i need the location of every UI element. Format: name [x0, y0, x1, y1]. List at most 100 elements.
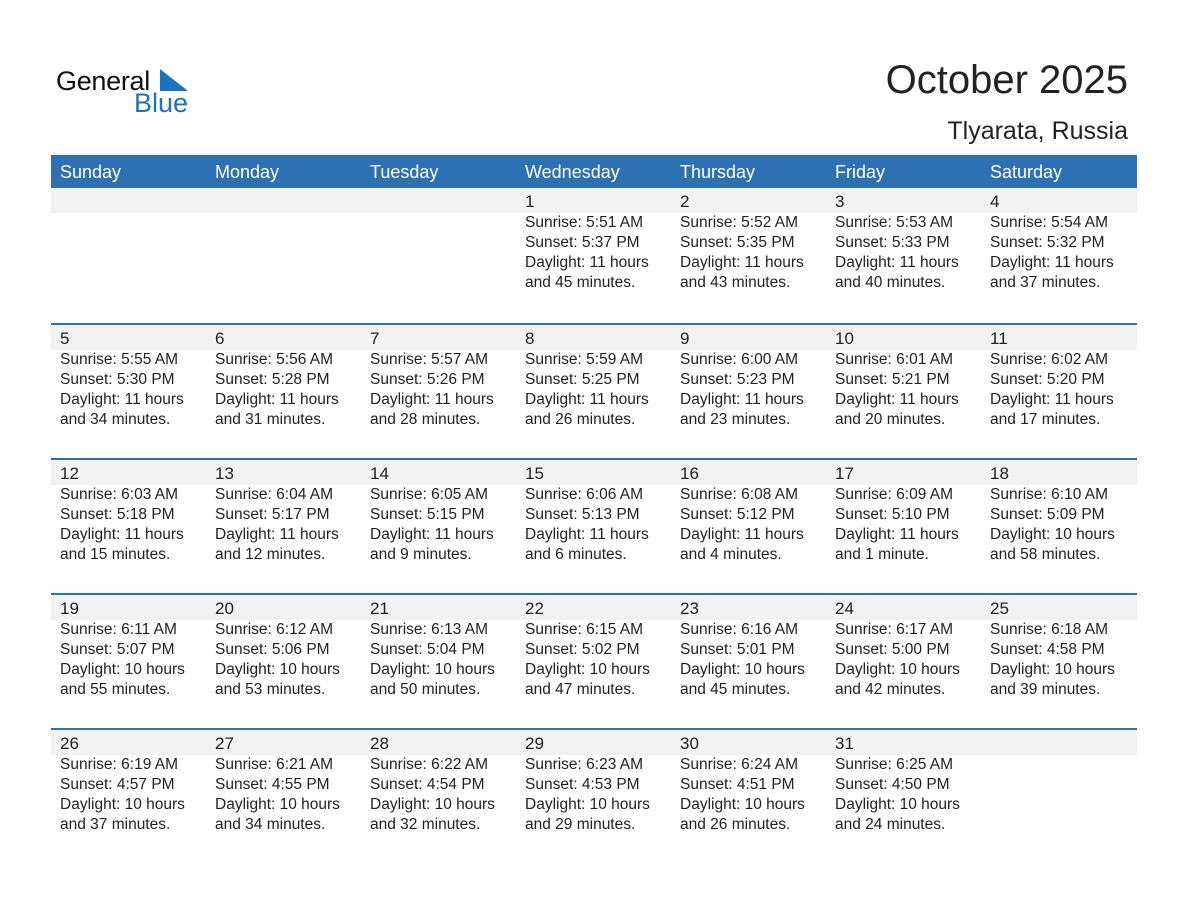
weekday-saturday: Saturday	[990, 162, 1063, 182]
day-cell: 21 Sunrise: 6:13 AM Sunset: 5:04 PM Dayligh…	[361, 595, 516, 728]
daylight-minutes-text: and 55 minutes.	[60, 681, 171, 698]
daylight-minutes-text: and 34 minutes.	[215, 816, 326, 833]
day-cell: 27 Sunrise: 6:21 AM Sunset: 4:55 PM Dayligh…	[206, 730, 361, 863]
daylight-minutes-text: and 9 minutes.	[370, 546, 472, 563]
day-cell: 18 Sunrise: 6:10 AM Sunset: 5:09 PM Dayligh…	[981, 460, 1136, 593]
daylight-text: Daylight: 10 hours	[835, 796, 960, 813]
daylight-text: Daylight: 11 hours	[835, 254, 959, 271]
day-number: 19	[60, 599, 79, 618]
day-cell: 11 Sunrise: 6:02 AM Sunset: 5:20 PM Dayligh…	[981, 325, 1136, 458]
daylight-text: Daylight: 10 hours	[990, 526, 1115, 543]
sunrise-text: Sunrise: 6:11 AM	[60, 621, 177, 638]
sunset-text: Sunset: 5:17 PM	[215, 506, 330, 523]
sunrise-text: Sunrise: 6:12 AM	[215, 621, 334, 638]
sunrise-text: Sunrise: 6:22 AM	[370, 756, 489, 773]
sunset-text: Sunset: 5:09 PM	[990, 506, 1105, 523]
sunrise-text: Sunrise: 5:51 AM	[525, 214, 644, 231]
daylight-minutes-text: and 32 minutes.	[370, 816, 481, 833]
sunset-text: Sunset: 5:01 PM	[680, 641, 795, 658]
daylight-minutes-text: and 26 minutes.	[525, 411, 636, 428]
daylight-text: Daylight: 11 hours	[835, 391, 959, 408]
week-row: 19 Sunrise: 6:11 AM Sunset: 5:07 PM Dayligh…	[51, 593, 1137, 728]
day-cell: 16 Sunrise: 6:08 AM Sunset: 5:12 PM Dayligh…	[671, 460, 826, 593]
day-cell: 1 Sunrise: 5:51 AM Sunset: 5:37 PM Daylight…	[516, 188, 671, 323]
day-number: 13	[215, 464, 234, 483]
day-number: 20	[215, 599, 234, 618]
day-cell: 13 Sunrise: 6:04 AM Sunset: 5:17 PM Dayligh…	[206, 460, 361, 593]
daylight-minutes-text: and 39 minutes.	[990, 681, 1101, 698]
day-number: 5	[60, 329, 70, 348]
daylight-minutes-text: and 23 minutes.	[680, 411, 791, 428]
daylight-text: Daylight: 10 hours	[215, 796, 340, 813]
sunrise-text: Sunrise: 6:23 AM	[525, 756, 644, 773]
daylight-text: Daylight: 11 hours	[990, 391, 1114, 408]
sunrise-text: Sunrise: 5:54 AM	[990, 214, 1109, 231]
day-cell: 14 Sunrise: 6:05 AM Sunset: 5:15 PM Dayligh…	[361, 460, 516, 593]
sunset-text: Sunset: 5:30 PM	[60, 371, 175, 388]
sunset-text: Sunset: 4:51 PM	[680, 776, 795, 793]
daylight-text: Daylight: 11 hours	[680, 526, 804, 543]
daylight-text: Daylight: 11 hours	[835, 526, 959, 543]
sunrise-text: Sunrise: 6:21 AM	[215, 756, 334, 773]
daylight-text: Daylight: 11 hours	[680, 391, 804, 408]
day-cell: 12 Sunrise: 6:03 AM Sunset: 5:18 PM Dayligh…	[51, 460, 206, 593]
daylight-text: Daylight: 10 hours	[525, 796, 650, 813]
sunset-text: Sunset: 4:50 PM	[835, 776, 950, 793]
sunset-text: Sunset: 5:35 PM	[680, 234, 795, 251]
week-row: 12 Sunrise: 6:03 AM Sunset: 5:18 PM Dayligh…	[51, 458, 1137, 593]
sunrise-text: Sunrise: 6:24 AM	[680, 756, 799, 773]
day-number: 16	[680, 464, 699, 483]
logo-text-general: General	[56, 66, 150, 96]
page-title: October 2025	[885, 58, 1128, 102]
daylight-minutes-text: and 40 minutes.	[835, 274, 946, 291]
sunrise-text: Sunrise: 6:09 AM	[835, 486, 954, 503]
daylight-text: Daylight: 11 hours	[370, 526, 494, 543]
daylight-minutes-text: and 6 minutes.	[525, 546, 627, 563]
weekday-thursday: Thursday	[680, 162, 756, 182]
daylight-minutes-text: and 20 minutes.	[835, 411, 946, 428]
empty-cell	[206, 188, 361, 323]
day-number: 21	[370, 599, 389, 618]
day-number: 30	[680, 734, 699, 753]
weekday-friday: Friday	[835, 162, 886, 182]
daylight-text: Daylight: 11 hours	[60, 526, 184, 543]
sunset-text: Sunset: 5:12 PM	[680, 506, 795, 523]
day-number: 3	[835, 192, 845, 211]
day-cell: 3 Sunrise: 5:53 AM Sunset: 5:33 PM Daylight…	[826, 188, 981, 323]
sunrise-text: Sunrise: 6:19 AM	[60, 756, 179, 773]
day-cell: 19 Sunrise: 6:11 AM Sunset: 5:07 PM Dayligh…	[51, 595, 206, 728]
day-cell: 26 Sunrise: 6:19 AM Sunset: 4:57 PM Dayligh…	[51, 730, 206, 863]
day-cell: 31 Sunrise: 6:25 AM Sunset: 4:50 PM Dayligh…	[826, 730, 981, 863]
day-cell: 24 Sunrise: 6:17 AM Sunset: 5:00 PM Dayligh…	[826, 595, 981, 728]
daylight-text: Daylight: 10 hours	[370, 661, 495, 678]
sunset-text: Sunset: 5:04 PM	[370, 641, 485, 658]
sunset-text: Sunset: 5:21 PM	[835, 371, 950, 388]
day-number: 2	[680, 192, 690, 211]
day-number: 28	[370, 734, 389, 753]
day-cell: 8 Sunrise: 5:59 AM Sunset: 5:25 PM Daylight…	[516, 325, 671, 458]
sunset-text: Sunset: 4:57 PM	[60, 776, 175, 793]
daylight-minutes-text: and 47 minutes.	[525, 681, 636, 698]
weekday-tuesday: Tuesday	[370, 162, 439, 182]
daylight-minutes-text: and 29 minutes.	[525, 816, 636, 833]
daylight-minutes-text: and 1 minute.	[835, 546, 929, 563]
day-number: 9	[680, 329, 690, 348]
daylight-text: Daylight: 10 hours	[215, 661, 340, 678]
daylight-text: Daylight: 11 hours	[60, 391, 184, 408]
sunset-text: Sunset: 5:06 PM	[215, 641, 330, 658]
sunrise-text: Sunrise: 6:00 AM	[680, 351, 799, 368]
sunset-text: Sunset: 5:28 PM	[215, 371, 330, 388]
sunset-text: Sunset: 5:26 PM	[370, 371, 485, 388]
sunrise-text: Sunrise: 6:05 AM	[370, 486, 489, 503]
day-number: 24	[835, 599, 854, 618]
sunset-text: Sunset: 5:18 PM	[60, 506, 175, 523]
day-cell: 2 Sunrise: 5:52 AM Sunset: 5:35 PM Daylight…	[671, 188, 826, 323]
day-number: 25	[990, 599, 1009, 618]
daylight-text: Daylight: 11 hours	[680, 254, 804, 271]
daylight-minutes-text: and 58 minutes.	[990, 546, 1101, 563]
day-number: 6	[215, 329, 225, 348]
sunrise-text: Sunrise: 6:17 AM	[835, 621, 954, 638]
daylight-text: Daylight: 10 hours	[60, 661, 185, 678]
daylight-minutes-text: and 45 minutes.	[525, 274, 636, 291]
weekday-monday: Monday	[215, 162, 280, 182]
